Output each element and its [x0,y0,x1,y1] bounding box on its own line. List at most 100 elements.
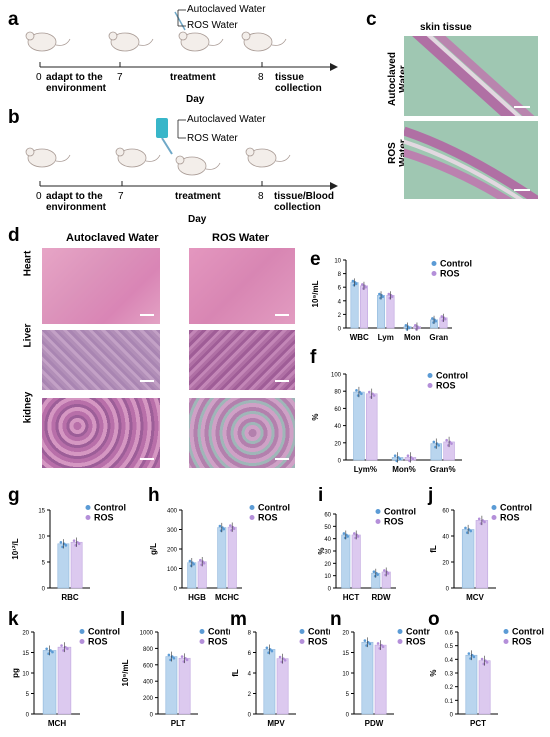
legend-marker [491,505,497,510]
data-point [360,392,363,396]
panel-letter-j: j [428,485,434,506]
y-tick-label: 10 [22,672,29,678]
data-point [60,644,63,647]
day-tick-7: 7 [117,72,123,83]
y-tick-label: 200 [167,548,178,554]
category-label: MCV [466,593,484,602]
data-point [393,454,397,457]
data-point [360,283,364,286]
data-point [352,283,356,287]
data-point [483,520,486,524]
he-kidney-ros-image [189,398,295,468]
legend-label: Control [440,259,472,269]
y-tick-label: 2 [248,692,252,698]
bar-control [377,295,386,329]
data-point [434,319,438,323]
panel-letter-c: c [366,9,377,30]
legend-label: ROS [436,381,456,391]
data-point [450,442,453,445]
y-tick-label: 0 [42,587,46,593]
he-liver-autoclaved-image [42,330,160,390]
water-label-2: ROS Water [187,20,238,31]
data-point [386,572,390,575]
category-label: HGB [188,593,206,602]
legend-marker [427,383,433,388]
data-point [222,527,225,531]
bar-control [465,654,478,715]
y-axis-label: 10¹²/L [11,538,20,559]
y-tick-label: 40 [334,424,341,430]
y-axis-label: % [311,413,320,420]
y-tick-label: 30 [324,550,331,556]
data-point [480,657,484,661]
bar-ros [478,660,491,715]
y-tick-label: 0 [338,327,342,333]
data-point [404,323,408,327]
water-label-1: Autoclaved Water [187,114,266,125]
legend-label: Control [258,503,290,513]
tick-label-collection: tissue/Blood collection [274,191,335,213]
bar-control [42,650,57,715]
data-point [185,658,189,662]
data-point [363,639,367,642]
y-tick-label: 0.5 [445,644,454,650]
legend-marker [397,639,403,644]
scale-bar [514,189,530,191]
legend-label: ROS [94,513,114,523]
data-point [372,570,376,574]
data-point [66,647,69,651]
bar-ros [366,393,378,461]
legend-marker [85,505,91,510]
data-point [192,562,195,566]
data-point [469,529,473,533]
bar-ros [227,526,237,589]
y-axis-label: fL [429,545,438,553]
legend-marker [427,373,433,378]
y-tick-label: 0 [174,587,178,593]
bar-control [217,527,227,589]
panel-letter-m: m [230,609,247,630]
panel-d-col-label-1: Autoclaved Water [66,232,159,244]
y-tick-label: 20 [22,631,29,637]
timeline-a [25,9,338,71]
data-point [388,296,392,300]
legend-label: Control [384,507,416,517]
legend-label: ROS [512,637,532,647]
data-point [368,390,371,394]
data-point [283,658,287,662]
y-axis-label: pg [11,668,20,678]
legend-marker [431,261,437,266]
skin-tissue-ros-image [404,121,538,199]
data-point [464,526,467,530]
data-point [441,319,445,322]
mouse-icon [245,147,291,168]
legend-label: Control [436,371,468,381]
data-point [381,645,385,649]
y-tick-label: 100 [167,567,178,573]
y-tick-label: 60 [334,407,341,413]
data-point [477,517,481,521]
panel-letter-n: n [330,609,342,630]
data-point [405,328,409,331]
y-tick-label: 5 [26,692,30,698]
y-axis-label: fL [231,669,240,677]
day-tick-0: 0 [36,72,42,83]
y-axis-label: % [429,669,438,676]
y-tick-label: 0 [26,713,30,719]
legend-label: ROS [500,513,520,523]
data-point [64,645,67,649]
y-axis-label: 10⁹/mL [121,659,130,686]
y-tick-label: 0.3 [445,672,454,678]
data-point [64,544,68,547]
panel-letter-f: f [310,347,317,368]
panel-letter-l: l [120,609,126,630]
legend-marker [375,519,381,524]
data-point [387,292,391,296]
bar-ros [276,658,289,715]
bar-control [341,534,351,589]
